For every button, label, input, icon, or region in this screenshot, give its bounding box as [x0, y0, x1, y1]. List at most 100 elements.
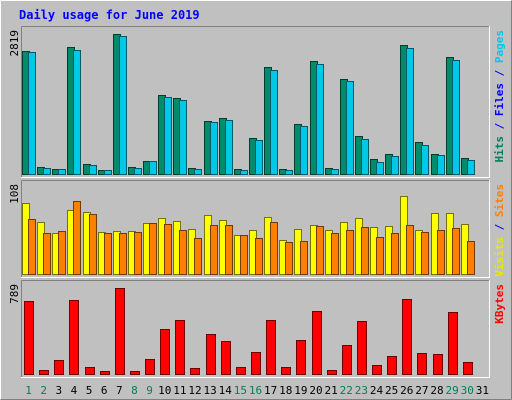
bar-files-day-30 [467, 160, 475, 175]
bar-files-day-25 [391, 156, 399, 175]
bar-kbytes-day-16 [251, 352, 261, 375]
chart-title: Daily usage for June 2019 [19, 8, 200, 22]
series-label-part: Sites [493, 184, 506, 217]
bar-files-day-18 [285, 170, 293, 175]
bar-files-day-11 [179, 100, 187, 175]
bar-kbytes-day-19 [296, 340, 306, 375]
bar-sites-day-24 [376, 237, 384, 275]
x-tick-label: 28 [430, 384, 443, 397]
x-tick-label: 24 [370, 384, 384, 397]
bar-kbytes-day-18 [281, 367, 291, 375]
bar-kbytes-day-5 [85, 367, 95, 375]
bar-files-day-15 [240, 170, 248, 175]
bar-sites-day-1 [28, 219, 36, 275]
bar-files-day-19 [300, 126, 308, 175]
panel-top: 2819 Hits / Files / Pages [8, 26, 506, 178]
bar-sites-day-21 [331, 233, 339, 275]
x-tick-label: 25 [385, 384, 398, 397]
bar-files-day-7 [119, 36, 127, 175]
bar-files-day-8 [134, 168, 142, 175]
bar-sites-day-13 [210, 225, 218, 275]
bar-kbytes-day-23 [357, 321, 367, 375]
bar-sites-day-14 [225, 225, 233, 275]
panel-series-label: Hits / Files / Pages [493, 30, 506, 163]
x-tick-label: 7 [116, 384, 123, 397]
bar-kbytes-day-26 [402, 299, 412, 375]
x-tick-label: 17 [264, 384, 277, 397]
bar-kbytes-day-30 [463, 362, 473, 375]
bar-kbytes-day-8 [130, 371, 140, 375]
series-label-part: Visits [493, 237, 506, 277]
bar-sites-day-15 [240, 235, 248, 275]
bar-sites-day-16 [255, 238, 263, 275]
bar-kbytes-day-11 [175, 320, 185, 375]
bar-kbytes-day-4 [69, 300, 79, 375]
panel-series-label: Visits / Sites [493, 184, 506, 277]
bar-files-day-5 [89, 165, 97, 175]
x-tick-label: 16 [249, 384, 262, 397]
bar-sites-day-2 [43, 233, 51, 275]
bar-sites-day-12 [194, 238, 202, 275]
bar-sites-day-7 [119, 233, 127, 275]
bar-files-day-27 [421, 145, 429, 175]
bar-sites-day-5 [89, 214, 97, 275]
bar-sites-day-20 [316, 226, 324, 275]
bar-files-day-14 [225, 120, 233, 175]
bar-files-day-13 [210, 122, 218, 175]
x-tick-label: 10 [158, 384, 171, 397]
bar-kbytes-day-28 [433, 354, 443, 375]
bar-sites-day-28 [437, 230, 445, 275]
bar-files-day-1 [28, 52, 36, 175]
bar-sites-day-11 [179, 230, 187, 275]
x-tick-label: 12 [188, 384, 201, 397]
bar-kbytes-day-15 [236, 367, 246, 375]
bar-files-day-3 [58, 169, 66, 175]
bar-kbytes-day-27 [417, 353, 427, 375]
bar-kbytes-day-17 [266, 320, 276, 375]
panel-middle: 108 Visits / Sites [8, 180, 506, 278]
panel-bottom: 789 KBytes [8, 280, 506, 378]
bar-sites-day-27 [421, 232, 429, 275]
bar-kbytes-day-24 [372, 365, 382, 375]
x-tick-label: 30 [461, 384, 474, 397]
x-tick-label: 23 [355, 384, 368, 397]
panel-bars [22, 196, 475, 275]
x-tick-label: 2 [40, 384, 47, 397]
x-axis-labels: 1 2 3 4 5 6 7 8 9 10 11 12 13 14 15 16 17 18 19 20 21 22 23 24 2… [25, 384, 489, 397]
bar-kbytes-day-7 [115, 288, 125, 375]
bar-sites-day-19 [300, 241, 308, 275]
bar-files-day-21 [331, 169, 339, 175]
bar-sites-day-23 [361, 227, 369, 275]
x-tick-label: 20 [309, 384, 322, 397]
bar-sites-day-9 [149, 223, 157, 275]
bar-sites-day-4 [73, 201, 81, 275]
bar-kbytes-day-21 [327, 370, 337, 375]
bar-files-day-24 [376, 162, 384, 175]
bar-files-day-23 [361, 139, 369, 175]
x-tick-label: 14 [219, 384, 233, 397]
bar-sites-day-3 [58, 231, 66, 275]
series-label-part: KBytes [493, 284, 506, 324]
panel-scale-label: 108 [8, 184, 21, 204]
x-tick-label: 4 [71, 384, 78, 397]
panel-bars [22, 34, 475, 175]
x-tick-label: 22 [340, 384, 353, 397]
bar-kbytes-day-1 [24, 301, 34, 375]
x-tick-label: 27 [415, 384, 428, 397]
bar-kbytes-day-2 [39, 370, 49, 375]
bar-sites-day-10 [164, 224, 172, 275]
bar-files-day-22 [346, 81, 354, 175]
x-tick-label: 19 [294, 384, 307, 397]
bar-files-day-12 [194, 169, 202, 175]
panel-series-label: KBytes [493, 284, 506, 324]
panel-scale-label: 789 [8, 284, 21, 304]
x-tick-label: 21 [325, 384, 338, 397]
bar-kbytes-day-29 [448, 312, 458, 375]
panel-scale-label: 2819 [8, 30, 21, 57]
series-label-part: / [493, 217, 506, 237]
x-tick-label: 29 [446, 384, 459, 397]
x-tick-label: 26 [400, 384, 413, 397]
bar-kbytes-day-25 [387, 356, 397, 375]
series-label-part: Files [493, 83, 506, 116]
